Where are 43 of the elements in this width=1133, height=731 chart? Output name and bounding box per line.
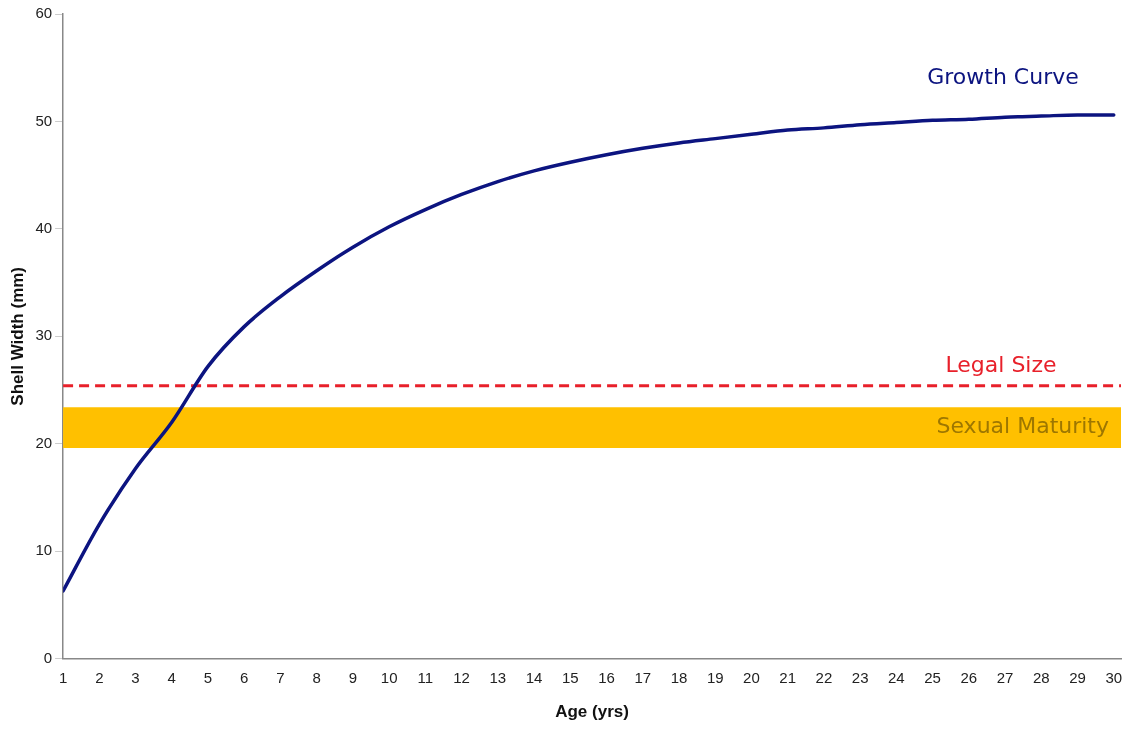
x-tick-label: 4 [167,668,176,686]
series-label: Growth Curve [927,63,1079,89]
x-tick-label: 6 [240,668,249,686]
line-series [63,113,1116,593]
y-tick-label: 30 [35,326,53,344]
ref-line-label: Legal Size [945,352,1057,378]
x-tick-label: 12 [453,668,470,686]
y-tick-label: 60 [35,4,53,22]
x-tick-label: 26 [960,668,978,686]
y-tick-label: 50 [35,111,53,129]
x-tick-label: 13 [489,668,507,686]
x-tick-label: 5 [203,668,213,686]
y-tick-label: 0 [43,648,53,666]
x-tick-label: 28 [1032,668,1050,686]
x-tick-label: 17 [634,668,652,686]
x-tick-label: 18 [670,668,688,686]
x-tick-label: 10 [380,668,398,686]
x-tick-label: 7 [276,668,285,686]
y-axis-title: Shell Width (mm) [7,266,27,406]
x-tick-label: 21 [779,668,797,686]
x-tick-label: 20 [743,668,760,686]
y-tick-label: 20 [35,433,53,451]
x-tick-label: 22 [815,668,833,686]
x-tick-label: 23 [851,668,869,686]
x-tick-label: 9 [348,668,358,686]
x-tick-label: 24 [888,668,905,686]
x-tick-label: 19 [706,668,724,686]
x-tick-label: 27 [996,668,1014,686]
x-tick-label: 2 [95,668,104,686]
y-tick-label: 10 [35,541,53,559]
x-tick-label: 1 [58,668,68,686]
x-tick-label: 16 [598,668,615,686]
x-axis-title: Age (yrs) [555,702,629,722]
x-tick-label: 8 [312,668,321,686]
x-tick-label: 29 [1069,668,1086,686]
x-tick-label: 30 [1105,668,1123,686]
band-label: Sexual Maturity [936,413,1109,439]
x-tick-label: 15 [561,668,579,686]
x-tick-label: 25 [924,668,941,686]
x-tick-label: 14 [525,668,543,686]
x-tick-label: 3 [131,668,140,686]
y-tick-label: 40 [35,219,53,237]
x-tick-label: 11 [417,668,434,686]
